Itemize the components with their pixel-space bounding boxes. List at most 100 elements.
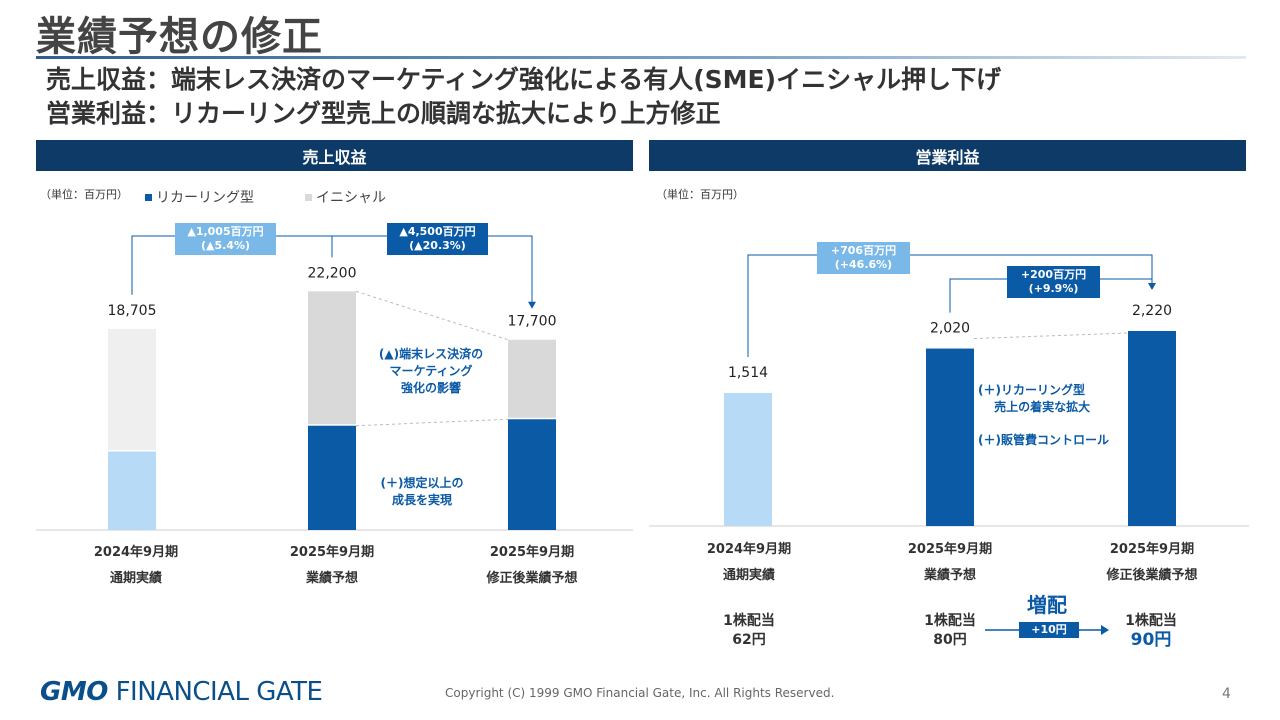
revenue-badge1-line1: ▲1,005百万円 [187, 225, 264, 238]
dividend-2024-label: 1株配当 [723, 613, 775, 629]
profit-cat3-type: 修正後業績予想 [1106, 568, 1198, 583]
legend-swatch-recurring [145, 193, 152, 201]
profit-note-recurring: (＋)リカーリング型 売上の着実な拡大 [978, 382, 1090, 416]
profit-badge2-line1: +200百万円 [1020, 268, 1087, 281]
revenue-total-label-1: 18,705 [108, 303, 157, 319]
revenue-bar-recurring-3 [508, 419, 556, 530]
profit-category-1: 2024年9月期 通期実績 [679, 537, 819, 589]
revenue-note-negative: (▲)端末レス決済の マーケティング 強化の影響 [372, 346, 490, 397]
profit-bar-2 [926, 348, 974, 526]
profit-cat1-type: 通期実績 [722, 568, 775, 583]
profit-change-badge-2: +200百万円 (+9.9%) [1007, 266, 1100, 298]
revenue-unit-label: （単位：百万円） [40, 188, 128, 201]
dividend-revised-value: 90円 [1130, 630, 1172, 650]
revenue-connector-mid [355, 418, 509, 427]
title-divider [36, 56, 1246, 59]
legend-recurring: リカーリング型 [145, 187, 254, 207]
profit-change-badge-1: +706百万円 (+46.6%) [817, 242, 910, 274]
revenue-badge1-line2: (▲5.4%) [200, 239, 251, 252]
revenue-total-label-2: 22,200 [308, 265, 357, 281]
dividend-2025-revised: 1株配当 90円 [1091, 612, 1211, 650]
revenue-chart: 18,705 22,200 17,700 [36, 235, 633, 531]
revenue-cat1-type: 通期実績 [109, 571, 162, 586]
revenue-note-neg-line1: (▲)端末レス決済の [378, 347, 484, 361]
profit-badge1-line1: +706百万円 [830, 244, 897, 257]
dividend-delta-badge: +10円 [1019, 622, 1079, 638]
profit-panel-header: 営業利益 [649, 140, 1246, 171]
profit-note-sga: (＋)販管費コントロール [978, 432, 1109, 449]
revenue-note-neg-line3: 強化の影響 [400, 381, 461, 395]
revenue-category-2: 2025年9月期 業績予想 [262, 540, 402, 592]
profit-bar-3 [1128, 331, 1176, 526]
logo-gmo-text: GMO [40, 677, 108, 707]
operating-profit-chart: 1,514 2,020 2,220 [649, 254, 1249, 527]
copyright-text: Copyright (C) 1999 GMO Financial Gate, I… [445, 686, 835, 700]
revenue-cat3-year: 2025年9月期 [489, 545, 575, 560]
profit-note-line5: ・外部委託費用等 [996, 451, 1093, 465]
profit-note-line8: 自動化、効率化推進 [996, 502, 1117, 516]
dividend-2024-value: 62円 [732, 632, 766, 648]
subtitle-operating-profit: 営業利益：リカーリング型売上の順調な拡大により上方修正 [46, 99, 721, 128]
revenue-note-neg-line2: マーケティング [389, 364, 473, 378]
revenue-total-label-3: 17,700 [508, 314, 557, 330]
revenue-panel-header: 売上収益 [36, 140, 633, 171]
profit-note-line2: 売上の着実な拡大 [978, 400, 1091, 414]
profit-note-line4: (＋)販管費コントロール [978, 433, 1109, 447]
company-logo: GMO FINANCIAL GATE [40, 677, 323, 707]
dividend-increase-label: 増配 [1027, 593, 1067, 617]
profit-bracket-1 [747, 254, 1153, 358]
dividend-plan-label: 1株配当 [924, 613, 976, 629]
revenue-cat3-type: 修正後業績予想 [486, 571, 578, 586]
revenue-bar-recurring-2 [308, 425, 356, 530]
revenue-note-positive: (＋)想定以上の 成長を実現 [372, 475, 472, 509]
dividend-2024: 1株配当 62円 [689, 612, 809, 650]
profit-bracket-arrowhead [1148, 283, 1156, 290]
profit-category-2: 2025年9月期 業績予想 [880, 537, 1020, 589]
profit-badge2-line2: (+9.9%) [1028, 282, 1079, 295]
revenue-badge2-line1: ▲4,500百万円 [399, 225, 476, 238]
profit-note-sga-details: ・外部委託費用等 の見直し ・AIの活用による開発の 自動化、効率化推進 [996, 450, 1127, 518]
profit-cat2-type: 業績予想 [923, 568, 976, 583]
revenue-note-pos-line2: 成長を実現 [391, 493, 452, 507]
profit-total-label-2: 2,020 [930, 321, 970, 337]
revenue-bar-initial-1 [108, 328, 156, 451]
page-number: 4 [1222, 686, 1231, 702]
revenue-bar-initial-2 [308, 291, 356, 425]
profit-unit-label: （単位：百万円） [656, 188, 744, 201]
profit-note-line7: ・AIの活用による開発の [996, 485, 1128, 499]
legend-label-recurring: リカーリング型 [156, 190, 254, 206]
revenue-note-pos-line1: (＋)想定以上の [380, 476, 464, 490]
dividend-plan-value: 80円 [933, 632, 967, 648]
revenue-cat2-type: 業績予想 [305, 571, 358, 586]
profit-cat3-year: 2025年9月期 [1109, 542, 1195, 557]
revenue-bracket-arrowhead [528, 301, 536, 309]
profit-badge1-line2: (+46.6%) [834, 258, 893, 271]
revenue-badge2-line2: (▲20.3%) [409, 239, 466, 252]
subtitle-revenue: 売上収益：端末レス決済のマーケティング強化による有人(SME)イニシャル押し下げ [46, 65, 1002, 94]
revenue-connector-top [355, 290, 509, 341]
profit-cat1-year: 2024年9月期 [706, 542, 792, 557]
dividend-revised-label: 1株配当 [1125, 613, 1177, 629]
revenue-category-1: 2024年9月期 通期実績 [66, 540, 206, 592]
revenue-bar-recurring-1 [108, 451, 156, 530]
page-title: 業績予想の修正 [36, 14, 323, 60]
revenue-cat2-year: 2025年9月期 [289, 545, 375, 560]
revenue-cat1-year: 2024年9月期 [93, 545, 179, 560]
profit-total-label-1: 1,514 [728, 365, 768, 381]
revenue-bar-initial-3 [508, 339, 556, 418]
logo-rest-text: FINANCIAL GATE [115, 677, 323, 707]
dividend-2025-plan: 1株配当 80円 [890, 612, 1010, 650]
profit-connector [973, 332, 1129, 340]
legend-initial: イニシャル [305, 187, 386, 207]
legend-swatch-initial [305, 193, 312, 201]
dividend-arrow-head [1101, 625, 1109, 635]
revenue-category-3: 2025年9月期 修正後業績予想 [462, 540, 602, 592]
revenue-change-badge-2: ▲4,500百万円 (▲20.3%) [387, 223, 488, 255]
legend-label-initial: イニシャル [316, 190, 386, 206]
profit-cat2-year: 2025年9月期 [907, 542, 993, 557]
profit-bar-1 [724, 393, 772, 526]
revenue-change-badge-1: ▲1,005百万円 (▲5.4%) [175, 223, 276, 255]
profit-category-3: 2025年9月期 修正後業績予想 [1082, 537, 1222, 589]
profit-note-line1: (＋)リカーリング型 [978, 383, 1085, 397]
profit-note-line6: の見直し [996, 468, 1057, 482]
